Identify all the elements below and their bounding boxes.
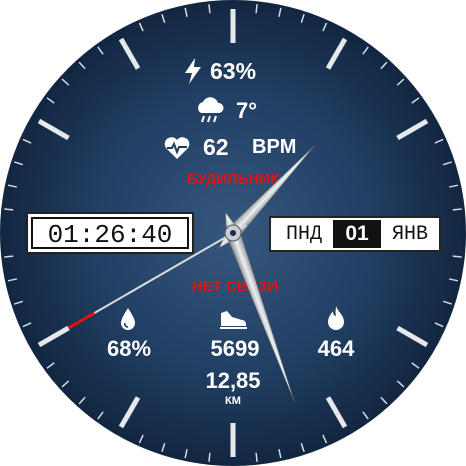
minute-tick <box>78 396 86 405</box>
hour-marker <box>118 37 141 70</box>
distance-unit: КМ <box>225 395 241 407</box>
minute-tick <box>380 396 388 405</box>
minute-tick <box>61 380 70 388</box>
minute-hand <box>225 211 295 403</box>
hour-marker <box>396 118 429 141</box>
minute-tick <box>411 97 420 104</box>
flame-icon <box>328 306 344 330</box>
minute-tick <box>22 138 32 144</box>
minute-ticks <box>4 4 462 462</box>
alarm-label: БУДИЛЬНИК <box>186 171 280 188</box>
calories-value: 464 <box>317 336 355 361</box>
hour-marker <box>325 37 348 70</box>
minute-tick <box>396 380 405 388</box>
hour-marker <box>325 396 348 429</box>
minute-tick <box>97 411 104 420</box>
minute-tick <box>138 22 144 32</box>
hour-marker <box>37 325 70 348</box>
minute-tick <box>61 78 70 86</box>
minute-tick <box>22 322 32 328</box>
month: ЯНВ <box>391 223 428 246</box>
minute-tick <box>14 300 24 305</box>
minute-tick <box>449 184 459 188</box>
humidity-value: 68% <box>106 336 152 361</box>
steps-value: 5699 <box>210 336 260 361</box>
heart-rate-value: 62 <box>203 134 229 160</box>
minute-tick <box>208 452 211 462</box>
water-drop-icon <box>121 308 135 330</box>
hour-marker <box>396 325 429 348</box>
heart-pulse-icon <box>164 137 190 159</box>
day: 01 <box>345 222 369 245</box>
battery-level: 63% <box>210 58 257 84</box>
minute-tick <box>46 362 55 369</box>
minute-tick <box>208 4 211 14</box>
minute-tick <box>322 22 328 32</box>
minute-tick <box>442 161 452 166</box>
day-box: 01 <box>333 220 381 248</box>
minute-tick <box>7 184 17 188</box>
digital-time: 01:26:40 <box>47 220 173 250</box>
minute-tick <box>97 46 104 55</box>
minute-tick <box>300 14 305 24</box>
minute-tick <box>452 255 462 258</box>
date-box: ПНД 01 ЯНВ <box>269 216 441 252</box>
hour-marker <box>37 118 70 141</box>
minute-tick <box>449 278 459 282</box>
minute-tick <box>362 46 369 55</box>
minute-tick <box>434 322 444 328</box>
weekday: ПНД <box>285 223 322 246</box>
minute-tick <box>278 449 282 459</box>
temperature: 7° <box>236 98 258 123</box>
minute-tick <box>46 97 55 104</box>
minute-tick <box>362 411 369 420</box>
minute-tick <box>78 61 86 70</box>
minute-tick <box>4 255 14 258</box>
minute-tick <box>396 78 405 86</box>
shoe-icon <box>220 311 247 329</box>
center-pin <box>230 230 236 236</box>
minute-tick <box>434 138 444 144</box>
minute-tick <box>300 442 305 452</box>
minute-tick <box>184 449 188 459</box>
minute-tick <box>138 434 144 444</box>
hour-markers <box>37 9 429 457</box>
minute-tick <box>4 208 14 211</box>
minute-tick <box>255 452 258 462</box>
hour-marker <box>118 396 141 429</box>
heart-rate-unit: BPM <box>252 136 297 158</box>
minute-tick <box>7 278 17 282</box>
minute-tick <box>14 161 24 166</box>
second-hand <box>67 224 247 330</box>
minute-tick <box>278 7 282 17</box>
minute-tick <box>442 300 452 305</box>
digital-time-box: 01:26:40 <box>26 212 194 254</box>
rain-cloud-icon <box>198 97 224 123</box>
minute-tick <box>161 14 166 24</box>
lightning-bolt-icon <box>185 58 201 84</box>
minute-tick <box>184 7 188 17</box>
hour-hand <box>218 145 316 249</box>
minute-tick <box>411 362 420 369</box>
minute-tick <box>380 61 388 70</box>
distance-value: 12,85 <box>205 368 261 393</box>
minute-tick <box>161 442 166 452</box>
minute-tick <box>322 434 328 444</box>
minute-tick <box>452 208 462 211</box>
minute-tick <box>255 4 258 14</box>
